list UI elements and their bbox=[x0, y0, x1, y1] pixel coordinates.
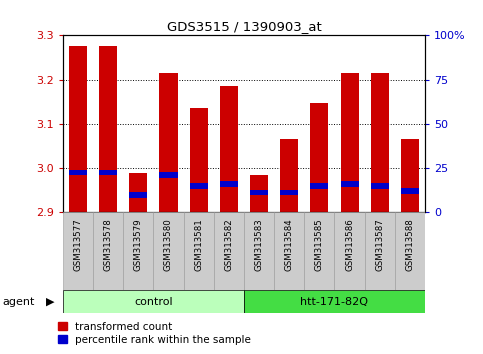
Bar bbox=[244, 290, 425, 313]
Text: GSM313578: GSM313578 bbox=[103, 219, 113, 272]
Bar bbox=[99, 170, 117, 176]
Bar bbox=[189, 108, 208, 212]
Text: GSM313577: GSM313577 bbox=[73, 219, 83, 272]
Text: GSM313579: GSM313579 bbox=[134, 219, 143, 271]
Bar bbox=[63, 290, 244, 313]
Bar bbox=[159, 73, 178, 212]
Bar bbox=[371, 73, 389, 212]
Text: control: control bbox=[134, 297, 172, 307]
Bar bbox=[280, 139, 298, 212]
Bar bbox=[220, 181, 238, 187]
Bar bbox=[311, 103, 328, 212]
Legend: transformed count, percentile rank within the sample: transformed count, percentile rank withi… bbox=[58, 322, 251, 345]
Text: GSM313580: GSM313580 bbox=[164, 219, 173, 272]
Bar bbox=[129, 192, 147, 198]
Bar bbox=[365, 212, 395, 290]
Text: GSM313588: GSM313588 bbox=[405, 219, 414, 272]
Bar bbox=[395, 212, 425, 290]
Text: GSM313583: GSM313583 bbox=[255, 219, 264, 272]
Bar bbox=[250, 190, 268, 195]
Bar bbox=[99, 46, 117, 212]
Bar bbox=[244, 212, 274, 290]
Bar bbox=[250, 175, 268, 212]
Text: GSM313586: GSM313586 bbox=[345, 219, 354, 272]
Bar bbox=[123, 212, 154, 290]
Bar bbox=[401, 139, 419, 212]
Bar bbox=[280, 190, 298, 195]
Bar bbox=[341, 181, 358, 187]
Bar bbox=[63, 212, 93, 290]
Bar bbox=[159, 172, 178, 178]
Bar bbox=[371, 183, 389, 189]
Bar bbox=[69, 170, 87, 176]
Bar bbox=[220, 86, 238, 212]
Title: GDS3515 / 1390903_at: GDS3515 / 1390903_at bbox=[167, 20, 321, 33]
Bar bbox=[184, 212, 213, 290]
Text: GSM313582: GSM313582 bbox=[224, 219, 233, 272]
Bar bbox=[341, 73, 358, 212]
Bar bbox=[69, 46, 87, 212]
Text: GSM313585: GSM313585 bbox=[315, 219, 324, 272]
Bar bbox=[311, 183, 328, 189]
Bar bbox=[154, 212, 184, 290]
Bar bbox=[93, 212, 123, 290]
Bar bbox=[274, 212, 304, 290]
Bar bbox=[189, 183, 208, 189]
Text: htt-171-82Q: htt-171-82Q bbox=[300, 297, 369, 307]
Text: GSM313584: GSM313584 bbox=[284, 219, 294, 272]
Bar bbox=[401, 188, 419, 194]
Text: GSM313587: GSM313587 bbox=[375, 219, 384, 272]
Bar bbox=[304, 212, 334, 290]
Bar bbox=[213, 212, 244, 290]
Text: ▶: ▶ bbox=[46, 297, 55, 307]
Text: agent: agent bbox=[2, 297, 35, 307]
Bar bbox=[129, 172, 147, 212]
Text: GSM313581: GSM313581 bbox=[194, 219, 203, 272]
Bar bbox=[334, 212, 365, 290]
